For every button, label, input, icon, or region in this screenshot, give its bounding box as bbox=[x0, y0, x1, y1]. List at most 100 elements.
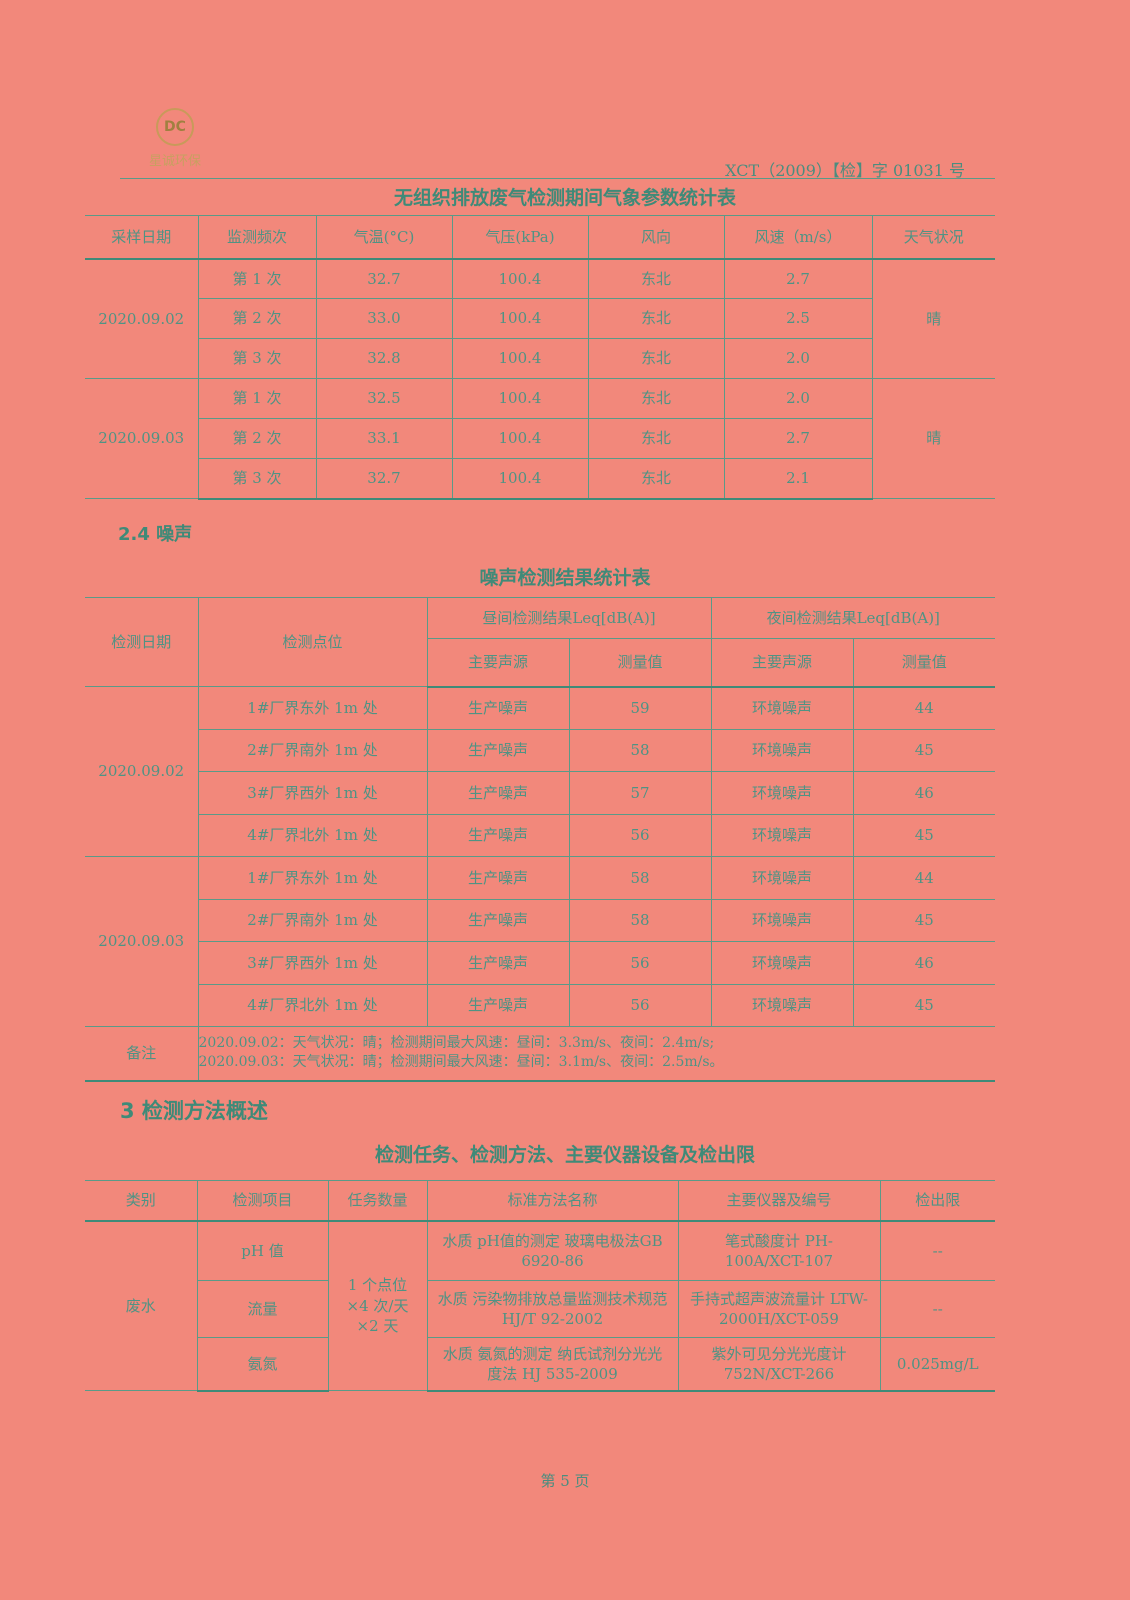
table-cell: 58 bbox=[568, 728, 712, 772]
table-cell: 环境噪声 bbox=[710, 813, 854, 857]
table-cell: 东北 bbox=[587, 258, 725, 299]
table-cell: 2.1 bbox=[723, 458, 872, 500]
noise-table: 检测日期 检测点位 昼间检测结果Leq[dB(A)] 夜间检测结果Leq[dB(A)]… bbox=[85, 597, 995, 1082]
table-cell: 56 bbox=[568, 941, 712, 985]
table-cell: 环境噪声 bbox=[710, 898, 854, 942]
header-divider bbox=[120, 178, 995, 179]
table-cell: 45 bbox=[852, 898, 995, 942]
method-cell: 水质 pH值的测定 玻璃电极法GB 6920-86 bbox=[426, 1220, 679, 1281]
table-cell: 环境噪声 bbox=[710, 983, 854, 1027]
table-cell: 33.1 bbox=[315, 418, 453, 459]
column-header: 风速（m/s） bbox=[723, 215, 873, 260]
quantity-cell: 1 个点位 ×4 次/天 ×2 天 bbox=[327, 1220, 428, 1391]
table-cell: 1#厂界东外 1m 处 bbox=[197, 686, 428, 730]
table-cell: 46 bbox=[852, 941, 995, 985]
table-cell: 东北 bbox=[587, 298, 725, 339]
table-row: 2020.09.02 1#厂界东外 1m 处生产噪声 59 环境噪声 44 bbox=[85, 686, 995, 857]
date-cell: 2020.09.02 bbox=[85, 258, 199, 379]
table-row: 主要声源 测量值 主要声源 测量值 bbox=[85, 638, 995, 688]
limit-cell: -- bbox=[879, 1220, 995, 1281]
column-header: 昼间检测结果Leq[dB(A)] bbox=[426, 597, 712, 639]
table-cell: 生产噪声 bbox=[426, 941, 570, 985]
table-cell: 2.0 bbox=[723, 378, 873, 419]
table-cell: 44 bbox=[852, 686, 995, 730]
method-cell: 水质 氨氮的测定 纳氏试剂分光光度法 HJ 535-2009 bbox=[426, 1337, 679, 1392]
column-header: 风向 bbox=[587, 215, 725, 260]
document-number: XCT（2009）【检】字 01031 号 bbox=[725, 161, 965, 180]
table3-title: 检测任务、检测方法、主要仪器设备及检出限 bbox=[374, 1144, 755, 1166]
table-cell: 100.4 bbox=[451, 338, 589, 379]
table-cell: 45 bbox=[852, 983, 995, 1027]
table-cell: 46 bbox=[852, 771, 995, 815]
table-cell: 第 3 次 bbox=[198, 338, 317, 379]
table-cell: 环境噪声 bbox=[710, 856, 854, 900]
table-cell: 2.7 bbox=[723, 418, 872, 459]
table-cell: 32.5 bbox=[315, 378, 453, 419]
item-cell: pH 值 bbox=[196, 1220, 329, 1281]
date-cell: 2020.09.03 bbox=[85, 856, 199, 1027]
item-cell: 流量 bbox=[197, 1280, 329, 1338]
table-row: 检测日期 检测点位 昼间检测结果Leq[dB(A)] 夜间检测结果Leq[dB(A)] bbox=[85, 597, 995, 687]
table-row: 流量 水质 污染物排放总量监测技术规范 HJ/T 92-2002 手持式超声波流量计… bbox=[85, 1280, 995, 1338]
table-cell: 生产噪声 bbox=[426, 813, 570, 857]
limit-cell: -- bbox=[879, 1280, 995, 1338]
column-header: 主要声源 bbox=[710, 638, 854, 688]
weather-table: 采样日期 监测频次 气温(°C) 气压(kPa) 风向 风速（m/s） 天气状况 2020.0… bbox=[85, 215, 995, 500]
table-row: 2020.09.03 第 1 次 32.5 100.4 东北 2.0 晴 bbox=[85, 378, 995, 499]
table-row: 3#厂界西外 1m 处生产噪声 57 环境噪声 46 bbox=[85, 771, 995, 815]
table-cell: 东北 bbox=[587, 338, 725, 379]
table-cell: 100.4 bbox=[451, 458, 589, 500]
column-header: 天气状况 bbox=[871, 215, 995, 260]
limit-cell: 0.025mg/L bbox=[879, 1337, 995, 1392]
table-cell: 3#厂界西外 1m 处 bbox=[198, 771, 428, 815]
column-header: 类别 bbox=[85, 1180, 198, 1222]
table-cell: 第 3 次 bbox=[198, 458, 317, 500]
item-cell: 氨氮 bbox=[197, 1337, 329, 1392]
table1-title: 无组织排放废气检测期间气象参数统计表 bbox=[393, 187, 736, 209]
column-header: 气压(kPa) bbox=[451, 215, 589, 260]
table-cell: 58 bbox=[568, 898, 712, 942]
column-header: 主要仪器及编号 bbox=[677, 1180, 881, 1222]
table-row: 2020.09.03 1#厂界东外 1m 处生产噪声 58 环境噪声 44 bbox=[85, 856, 995, 1027]
table-row: 2#厂界南外 1m 处生产噪声 58 环境噪声 45 bbox=[85, 728, 995, 772]
note-line: 2020.09.02：天气状况：晴；检测期间最大风速：昼间：3.3m/s、夜间：… bbox=[198, 1035, 715, 1052]
table-cell: 环境噪声 bbox=[710, 686, 854, 730]
table-row: 备注 2020.09.02：天气状况：晴；检测期间最大风速：昼间：3.3m/s、夜… bbox=[85, 1026, 995, 1082]
table-cell: 环境噪声 bbox=[710, 771, 854, 815]
table-row: 2020.09.02 第 1 次 32.7 100.4 东北 2.7 晴 bbox=[85, 258, 995, 379]
table-cell: 32.8 bbox=[315, 338, 453, 379]
table-cell: 东北 bbox=[587, 378, 725, 419]
table-row: 2#厂界南外 1m 处生产噪声 58 环境噪声 45 bbox=[85, 898, 995, 942]
table-cell: 56 bbox=[568, 813, 712, 857]
notes-cell: 2020.09.02：天气状况：晴；检测期间最大风速：昼间：3.3m/s、夜间：… bbox=[197, 1026, 995, 1082]
table-row: 3#厂界西外 1m 处生产噪声 56 环境噪声 46 bbox=[85, 941, 995, 985]
table-cell: 100.4 bbox=[451, 418, 589, 459]
table-row: 第 3 次 32.7 100.4 东北 2.1 bbox=[85, 458, 995, 500]
table-row: 4#厂界北外 1m 处生产噪声 56 环境噪声 45 bbox=[85, 983, 995, 1027]
weather-cell: 晴 bbox=[871, 378, 995, 499]
table-row: 第 3 次 32.8 100.4 东北 2.0 bbox=[85, 338, 995, 379]
table-cell: 第 1 次 bbox=[197, 258, 317, 299]
table-cell: 2.0 bbox=[723, 338, 872, 379]
column-header: 检测点位 bbox=[197, 597, 428, 687]
table-cell: 生产噪声 bbox=[426, 898, 570, 942]
method-cell: 水质 污染物排放总量监测技术规范 HJ/T 92-2002 bbox=[426, 1280, 679, 1338]
table-cell: 33.0 bbox=[315, 298, 453, 339]
table-cell: 生产噪声 bbox=[426, 686, 570, 730]
section-2-4-heading: 2.4 噪声 bbox=[118, 524, 193, 545]
table-cell: 32.7 bbox=[315, 458, 453, 500]
table-cell: 生产噪声 bbox=[426, 983, 570, 1027]
table-cell: 环境噪声 bbox=[710, 941, 854, 985]
weather-cell: 晴 bbox=[871, 258, 995, 379]
section-3-heading: 3 检测方法概述 bbox=[120, 1099, 268, 1123]
column-header: 任务数量 bbox=[327, 1180, 428, 1222]
column-header: 检测项目 bbox=[196, 1180, 329, 1222]
column-header: 检出限 bbox=[879, 1180, 995, 1222]
table-cell: 环境噪声 bbox=[710, 728, 854, 772]
table-cell: 100.4 bbox=[451, 298, 589, 339]
table-cell: 生产噪声 bbox=[426, 856, 570, 900]
table-cell: 56 bbox=[568, 983, 712, 1027]
